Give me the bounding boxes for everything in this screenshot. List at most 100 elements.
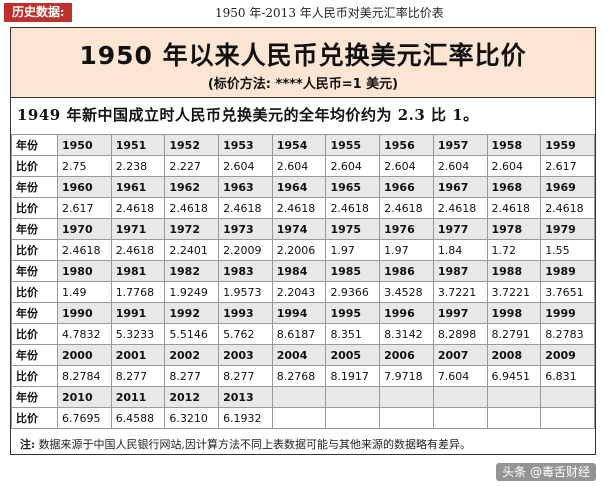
year-cell: 2005 bbox=[325, 344, 381, 366]
year-cell: 1955 bbox=[325, 134, 381, 156]
year-cell: 1976 bbox=[379, 218, 434, 240]
rate-cell: 6.1932 bbox=[218, 407, 273, 429]
table-row-years: 年份 1980 1981 1982 1983 1984 1985 1986 1987 1988 19… bbox=[11, 260, 595, 282]
rate-cell bbox=[540, 407, 595, 429]
table-row-rates: 比价 2.617 2.4618 2.4618 2.4618 2.4618 2.4618 2.4… bbox=[11, 197, 595, 219]
year-cell bbox=[432, 386, 488, 408]
rate-cell: 3.4528 bbox=[379, 281, 434, 303]
year-cell: 1972 bbox=[164, 218, 220, 240]
year-cell: 1962 bbox=[164, 176, 220, 198]
year-cell: 1964 bbox=[271, 176, 327, 198]
rate-row-label: 比价 bbox=[11, 155, 58, 177]
rate-cell: 1.9249 bbox=[164, 281, 220, 303]
year-cell: 1968 bbox=[486, 176, 542, 198]
year-cell: 1974 bbox=[271, 218, 327, 240]
year-cell: 2007 bbox=[432, 344, 488, 366]
header-box: 1950 年以来人民币兑换美元汇率比价 (标价方法: ****人民币=1 美元) bbox=[11, 28, 595, 98]
year-cell: 1994 bbox=[271, 302, 327, 324]
year-cell: 1956 bbox=[379, 134, 434, 156]
rate-cell: 5.762 bbox=[218, 323, 273, 345]
year-cell: 1977 bbox=[432, 218, 488, 240]
rate-cell: 8.277 bbox=[110, 365, 166, 387]
year-cell: 1986 bbox=[379, 260, 434, 282]
rate-cell: 8.2791 bbox=[486, 323, 542, 345]
year-cell: 1997 bbox=[432, 302, 488, 324]
year-cell: 2000 bbox=[57, 344, 112, 366]
year-row-label: 年份 bbox=[11, 134, 58, 156]
year-row-label: 年份 bbox=[11, 176, 58, 198]
intro-statement: 1949 年新中国成立时人民币兑换美元的全年均价约为 2.3 比 1。 bbox=[17, 106, 479, 124]
table-row-years: 年份 2010 2011 2012 2013 bbox=[11, 386, 595, 408]
year-cell bbox=[325, 386, 381, 408]
rate-row-label: 比价 bbox=[11, 365, 58, 387]
year-cell: 1954 bbox=[271, 134, 327, 156]
year-cell: 1966 bbox=[379, 176, 434, 198]
year-cell: 1982 bbox=[164, 260, 220, 282]
rate-row-label: 比价 bbox=[11, 197, 58, 219]
table-row-years: 年份 1970 1971 1972 1973 1974 1975 1976 1977 1978 19… bbox=[11, 218, 595, 240]
top-bar: 历史数据: 1950 年-2013 年人民币对美元汇率比价表 bbox=[0, 0, 608, 24]
table-row-rates: 比价 4.7832 5.3233 5.5146 5.762 8.6187 8.351 8.31… bbox=[11, 323, 595, 345]
rate-cell: 2.604 bbox=[379, 155, 434, 177]
year-cell: 2009 bbox=[540, 344, 595, 366]
table-row-rates: 比价 2.4618 2.4618 2.2401 2.2009 2.2006 1.97 1.97… bbox=[11, 239, 595, 261]
history-data-tag: 历史数据: bbox=[4, 3, 73, 22]
rate-cell: 6.9451 bbox=[486, 365, 542, 387]
rate-cell: 2.4618 bbox=[57, 239, 112, 261]
rate-cell: 2.604 bbox=[325, 155, 381, 177]
rate-cell: 5.3233 bbox=[110, 323, 166, 345]
year-cell: 2012 bbox=[164, 386, 220, 408]
rate-row-label: 比价 bbox=[11, 281, 58, 303]
year-cell: 1979 bbox=[540, 218, 595, 240]
rate-cell: 8.1917 bbox=[325, 365, 381, 387]
year-cell: 1987 bbox=[432, 260, 488, 282]
rate-cell bbox=[271, 407, 327, 429]
rate-cell: 2.2009 bbox=[218, 239, 273, 261]
year-row-label: 年份 bbox=[11, 260, 58, 282]
rate-cell: 5.5146 bbox=[164, 323, 220, 345]
rate-cell: 2.4618 bbox=[379, 197, 434, 219]
rate-cell: 8.2784 bbox=[57, 365, 112, 387]
rate-cell bbox=[379, 407, 434, 429]
exchange-rate-table: 年份 1950 1951 1952 1953 1954 1955 1956 1957 1958 19… bbox=[11, 134, 595, 429]
rate-cell: 2.604 bbox=[486, 155, 542, 177]
table-row-years: 年份 2000 2001 2002 2003 2004 2005 2006 2007 2008 20… bbox=[11, 344, 595, 366]
table-row-years: 年份 1960 1961 1962 1963 1964 1965 1966 1967 1968 19… bbox=[11, 176, 595, 198]
rate-cell: 8.277 bbox=[218, 365, 273, 387]
rate-cell: 2.2401 bbox=[164, 239, 220, 261]
rate-cell: 8.2783 bbox=[540, 323, 595, 345]
rate-cell: 7.604 bbox=[432, 365, 488, 387]
rate-cell: 2.604 bbox=[432, 155, 488, 177]
rate-cell: 7.9718 bbox=[379, 365, 434, 387]
rate-cell: 4.7832 bbox=[57, 323, 112, 345]
year-cell: 1960 bbox=[57, 176, 112, 198]
rate-cell: 6.4588 bbox=[110, 407, 166, 429]
rate-cell: 2.238 bbox=[110, 155, 166, 177]
year-cell bbox=[379, 386, 434, 408]
rate-cell bbox=[486, 407, 542, 429]
rate-cell: 2.4618 bbox=[432, 197, 488, 219]
year-cell: 1969 bbox=[540, 176, 595, 198]
rate-cell: 8.3142 bbox=[379, 323, 434, 345]
year-cell: 1989 bbox=[540, 260, 595, 282]
rate-cell: 1.55 bbox=[540, 239, 595, 261]
year-row-label: 年份 bbox=[11, 302, 58, 324]
rate-cell: 2.4618 bbox=[110, 239, 166, 261]
rate-cell: 2.4618 bbox=[110, 197, 166, 219]
year-cell: 1971 bbox=[110, 218, 166, 240]
year-cell: 1978 bbox=[486, 218, 542, 240]
rate-row-label: 比价 bbox=[11, 323, 58, 345]
rate-cell: 1.7768 bbox=[110, 281, 166, 303]
year-cell: 2011 bbox=[110, 386, 166, 408]
quote-method-subtitle: (标价方法: ****人民币=1 美元) bbox=[207, 77, 399, 92]
year-cell: 1983 bbox=[218, 260, 273, 282]
rate-cell: 2.4618 bbox=[325, 197, 381, 219]
rate-cell: 2.617 bbox=[540, 155, 595, 177]
year-cell: 1967 bbox=[432, 176, 488, 198]
rate-cell: 2.75 bbox=[57, 155, 112, 177]
year-cell: 2004 bbox=[271, 344, 327, 366]
rate-cell: 2.604 bbox=[218, 155, 273, 177]
year-cell: 1973 bbox=[218, 218, 273, 240]
year-cell: 2013 bbox=[218, 386, 273, 408]
watermark: 头条 @毒舌财经 bbox=[496, 463, 596, 481]
